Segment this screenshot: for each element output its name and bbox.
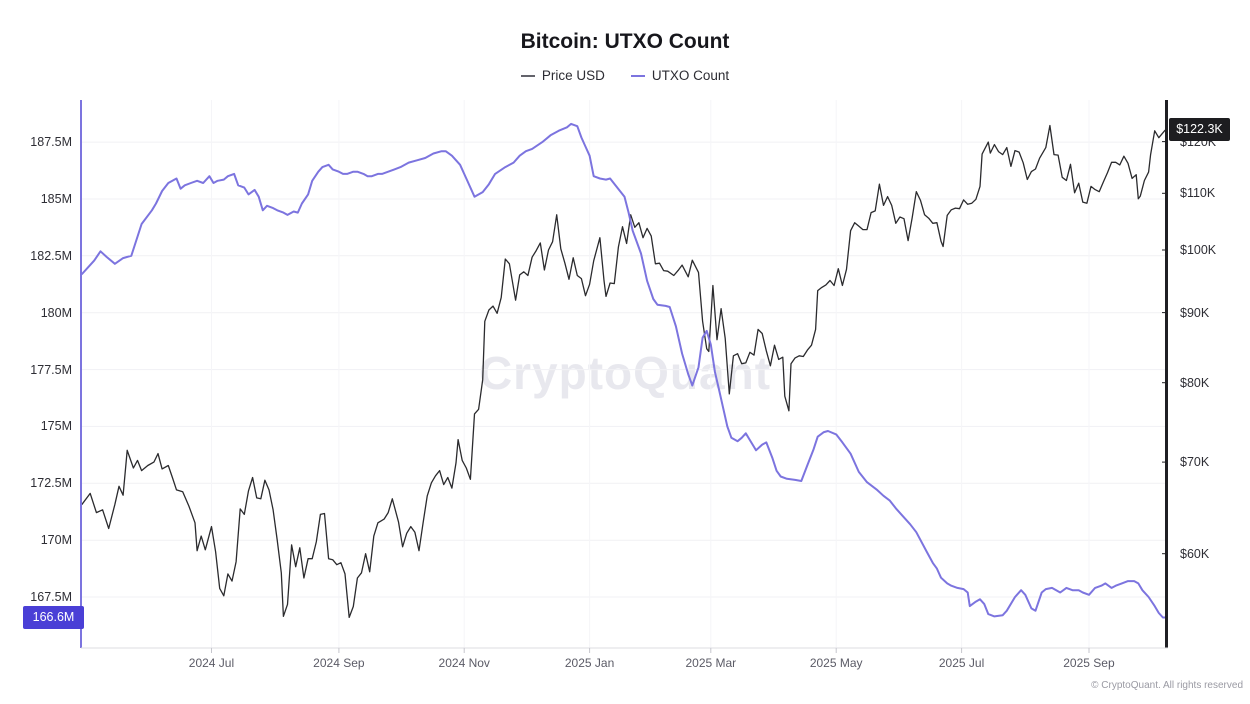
y-left-tick-label: 177.5M (30, 362, 72, 377)
price-usd-line (81, 124, 1166, 619)
utxo-count-line (81, 122, 1166, 619)
utxo-series-dash-icon (630, 74, 645, 77)
y-right-tick-label: $70K (1180, 455, 1210, 470)
legend: Price USD UTXO Count (0, 68, 1250, 83)
y-left-tick-label: 172.5M (30, 476, 72, 491)
y-left-tick-label: 182.5M (30, 248, 72, 263)
utxo-last-value-badge: 166.6M (23, 605, 84, 629)
x-tick-label: 2024 Jul (188, 656, 235, 670)
x-tick-label: 2025 Sep (1063, 656, 1115, 670)
y-left-tick-label: 170M (40, 533, 72, 548)
y-right-tick-label: $100K (1180, 243, 1217, 257)
x-tick-label: 2025 Jan (564, 656, 615, 670)
y-left-tick-label: 167.5M (30, 590, 72, 605)
y-right-tick-label: $90K (1180, 305, 1210, 320)
legend-item-utxo-count[interactable]: UTXO Count (630, 68, 730, 83)
y-right-tick-label: $110K (1180, 186, 1216, 201)
price-last-value-badge: $122.3K (1169, 118, 1230, 142)
legend-label-utxo-count: UTXO Count (651, 68, 730, 83)
y-left-tick-label: 175M (40, 419, 72, 434)
x-tick-label: 2024 Sep (313, 656, 365, 670)
legend-item-price-usd[interactable]: Price USD (520, 68, 605, 83)
x-tick-label: 2024 Nov (438, 656, 490, 670)
y-left-tick-label: 187.5M (30, 135, 72, 150)
x-tick-label: 2025 May (809, 656, 863, 670)
x-tick-label: 2025 Jul (938, 656, 985, 670)
price-series-dash-icon (520, 74, 535, 77)
x-tick-label: 2025 Mar (685, 656, 737, 670)
cryptoquant-watermark: CryptoQuant (478, 347, 772, 399)
y-right-tick-label: $60K (1180, 546, 1210, 561)
legend-label-price-usd: Price USD (541, 68, 605, 83)
chart-title: Bitcoin: UTXO Count (520, 30, 730, 53)
y-right-tick-label: $80K (1180, 375, 1210, 390)
y-left-tick-label: 180M (40, 305, 72, 320)
y-left-tick-label: 185M (40, 191, 72, 206)
copyright-note: © CryptoQuant. All rights reserved (1091, 680, 1243, 691)
